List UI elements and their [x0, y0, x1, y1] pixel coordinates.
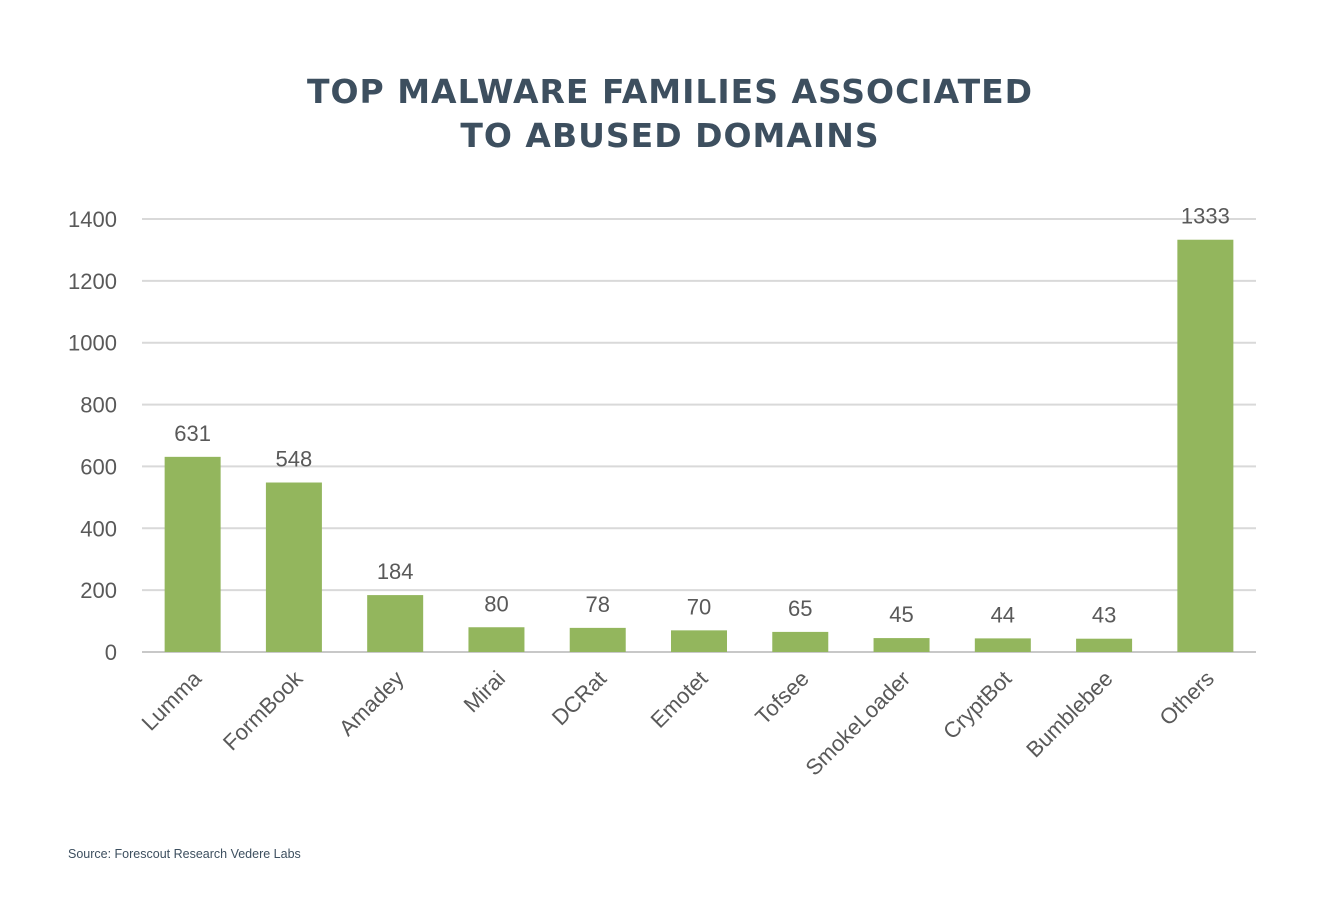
x-axis-category-labels: Lumma FormBook Amadey Mirai DCRat Emotet Tofse… [137, 665, 1219, 780]
y-tick-label: 800 [80, 393, 117, 418]
bar-dcrat [569, 627, 626, 652]
y-tick-label: 600 [80, 454, 117, 479]
data-label: 70 [687, 594, 711, 619]
y-tick-label: 1000 [68, 331, 117, 356]
bar-amadey [367, 595, 424, 652]
category-label: Mirai [459, 666, 510, 717]
data-label: 80 [484, 591, 508, 616]
data-label: 1333 [1181, 204, 1230, 229]
category-label: Bumblebee [1021, 666, 1117, 762]
category-label: CryptBot [938, 666, 1016, 744]
data-label: 548 [276, 447, 313, 472]
data-label: 78 [585, 592, 609, 617]
bar-tofsee [772, 631, 829, 652]
source-note: Source: Forescout Research Vedere Labs [68, 847, 301, 861]
category-label: SmokeLoader [801, 666, 916, 781]
y-tick-label: 0 [105, 640, 117, 665]
y-tick-label: 200 [80, 578, 117, 603]
data-label: 184 [377, 559, 414, 584]
y-tick-label: 1400 [68, 207, 117, 232]
bar-lumma [164, 456, 221, 652]
category-label: Amadey [334, 666, 409, 741]
bar-smokeloader [873, 638, 930, 652]
bar-bumblebee [1076, 638, 1133, 652]
data-label: 631 [174, 421, 211, 446]
category-label: Emotet [646, 666, 713, 733]
y-tick-label: 1200 [68, 269, 117, 294]
category-label: Tofsee [750, 666, 814, 730]
data-label: 65 [788, 596, 812, 621]
y-axis-tick-labels: 0 200 400 600 800 1000 1200 1400 [68, 207, 117, 665]
category-label: DCRat [547, 666, 611, 730]
chart-title-line-2: TO ABUSED DOMAINS [460, 116, 880, 155]
category-label: Lumma [137, 665, 207, 735]
y-tick-label: 400 [80, 516, 117, 541]
bar-formbook [265, 482, 322, 652]
data-label: 45 [889, 602, 913, 627]
bars [164, 239, 1234, 652]
data-label: 43 [1092, 603, 1116, 628]
bar-mirai [468, 627, 525, 652]
chart-title-line-1: TOP MALWARE FAMILIES ASSOCIATED [306, 72, 1034, 111]
gridlines [142, 218, 1256, 653]
category-label: Others [1155, 666, 1219, 730]
bar-cryptbot [974, 638, 1031, 652]
data-labels: 631 548 184 80 78 70 65 45 44 43 1333 [174, 204, 1230, 628]
chart-title: TOP MALWARE FAMILIES ASSOCIATED TO ABUSE… [0, 70, 1340, 158]
bar-emotet [671, 630, 727, 652]
data-label: 44 [991, 602, 1015, 627]
category-label: FormBook [218, 665, 308, 755]
bar-others [1177, 239, 1234, 652]
